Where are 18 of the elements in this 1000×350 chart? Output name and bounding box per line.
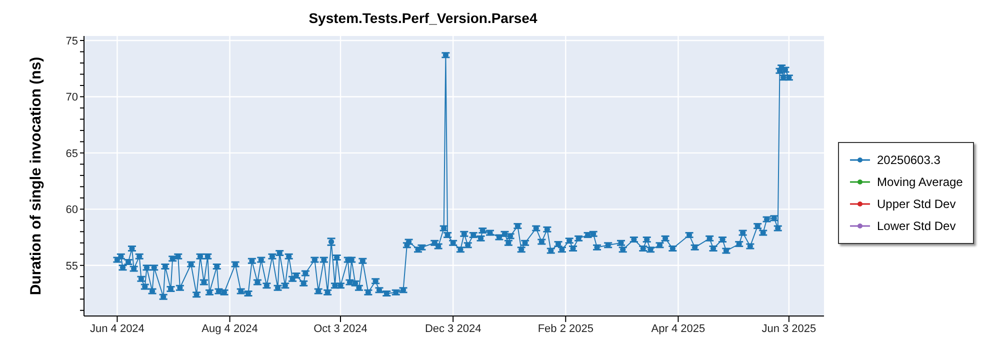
y-tick-label: 65 [66, 148, 78, 160]
legend-label: Upper Std Dev [877, 197, 956, 211]
x-tick-label: Aug 4 2024 [202, 322, 258, 335]
y-tick-label: 60 [66, 204, 78, 216]
y-tick-label: 75 [66, 35, 78, 48]
x-tick-label: Jun 4 2024 [90, 322, 144, 335]
legend-label: Lower Std Dev [877, 219, 956, 233]
y-tick-label: 70 [66, 92, 78, 104]
y-tick-label: 55 [66, 260, 78, 272]
y-axis-title: Duration of single invocation (ns) [27, 56, 44, 296]
x-tick-label: Feb 2 2025 [538, 322, 594, 335]
x-tick-label: Dec 3 2024 [424, 322, 482, 335]
x-tick-label: Apr 4 2025 [651, 322, 706, 335]
chart-title: System.Tests.Perf_Version.Parse4 [308, 9, 538, 28]
legend-label: 20250603.3 [877, 153, 940, 167]
legend-label: Moving Average [877, 175, 963, 189]
x-tick-label: Oct 3 2024 [314, 322, 368, 335]
x-tick-label: Jun 3 2025 [762, 322, 816, 335]
